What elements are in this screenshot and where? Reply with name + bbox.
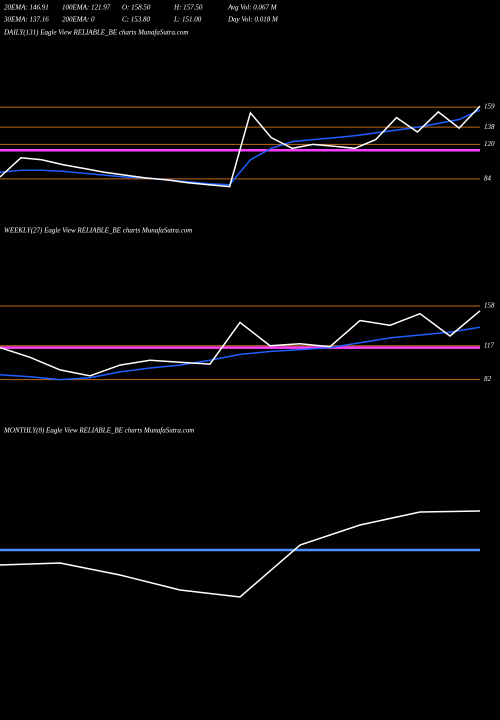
y-tick-label: 82 (484, 375, 492, 383)
y-tick-label: 84 (484, 175, 492, 183)
y-tick-label: 158 (484, 302, 495, 310)
y-tick-label: 159 (484, 103, 495, 111)
price-line (0, 105, 481, 188)
y-tick-label: 138 (484, 123, 495, 131)
y-tick-label: 117 (484, 341, 494, 349)
y-tick-label: 120 (484, 140, 495, 148)
indicator-label: 20EMA: 146.91 (4, 4, 49, 12)
panel-title: WEEKLY(27) Eagle View RELIABLE_BE charts… (4, 227, 192, 235)
indicator-label: 30EMA: 137.16 (3, 16, 49, 24)
indicator-label: Day Vol: 0.018 M (227, 16, 279, 24)
indicator-label: 100EMA: 121.97 (62, 4, 111, 12)
panel-title: MONTHLY(8) Eagle View RELIABLE_BE charts… (3, 427, 194, 435)
indicator-label: Avg Vol: 0.067 M (227, 4, 278, 12)
indicator-label: L: 151.00 (173, 16, 202, 24)
price-line (0, 510, 481, 598)
indicator-label: 200EMA: 0 (62, 16, 95, 24)
panel-title: DAILY(131) Eagle View RELIABLE_BE charts… (3, 29, 188, 37)
indicator-label: O: 158.50 (122, 4, 151, 12)
indicator-label: C: 153.80 (122, 16, 151, 24)
price-line (0, 326, 481, 381)
price-line (0, 109, 481, 186)
indicator-label: H: 157.50 (173, 4, 203, 12)
price-line (0, 310, 481, 377)
